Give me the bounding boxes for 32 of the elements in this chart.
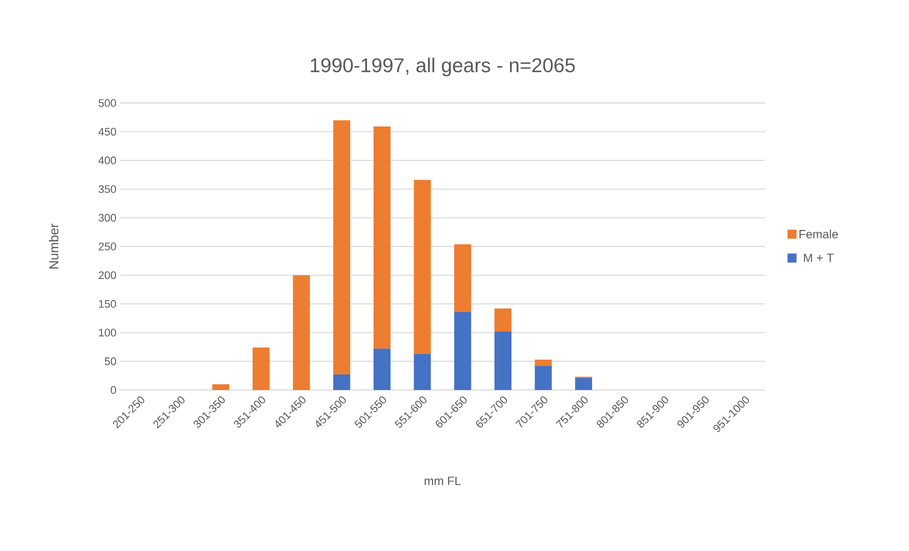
- bar: [575, 378, 592, 390]
- bar: [494, 308, 512, 332]
- bar: [333, 120, 350, 375]
- bar: [534, 360, 552, 366]
- bar: [494, 331, 512, 390]
- y-tick-label: 450: [98, 128, 116, 136]
- chart-title: 1990-1997, all gears - n=2065: [310, 58, 575, 76]
- y-tick-label: 50: [104, 357, 116, 366]
- y-tick-label: 150: [99, 300, 116, 308]
- y-tick-label: 0: [110, 386, 116, 394]
- bar: [414, 180, 431, 354]
- bar: [252, 348, 270, 390]
- x-axis-title: mm FL: [424, 476, 461, 485]
- y-tick-label: 350: [98, 185, 116, 193]
- y-tick-label: 100: [99, 328, 116, 336]
- bar: [414, 354, 431, 390]
- legend-label: Female: [800, 230, 838, 238]
- bar: [374, 126, 391, 349]
- y-tick-label: 400: [98, 156, 116, 164]
- y-tick-label: 250: [98, 242, 116, 250]
- bar: [454, 312, 472, 390]
- bar: [454, 244, 472, 312]
- legend-label: M + T: [804, 254, 834, 262]
- bar: [374, 348, 391, 390]
- bar: [292, 275, 310, 390]
- y-tick-label: 200: [98, 271, 116, 280]
- bar: [534, 366, 552, 390]
- y-tick-label: 300: [98, 214, 116, 222]
- bar: [212, 384, 230, 390]
- y-axis-title: Number: [48, 224, 58, 268]
- bar: [333, 374, 350, 390]
- y-tick-label: 500: [98, 99, 116, 107]
